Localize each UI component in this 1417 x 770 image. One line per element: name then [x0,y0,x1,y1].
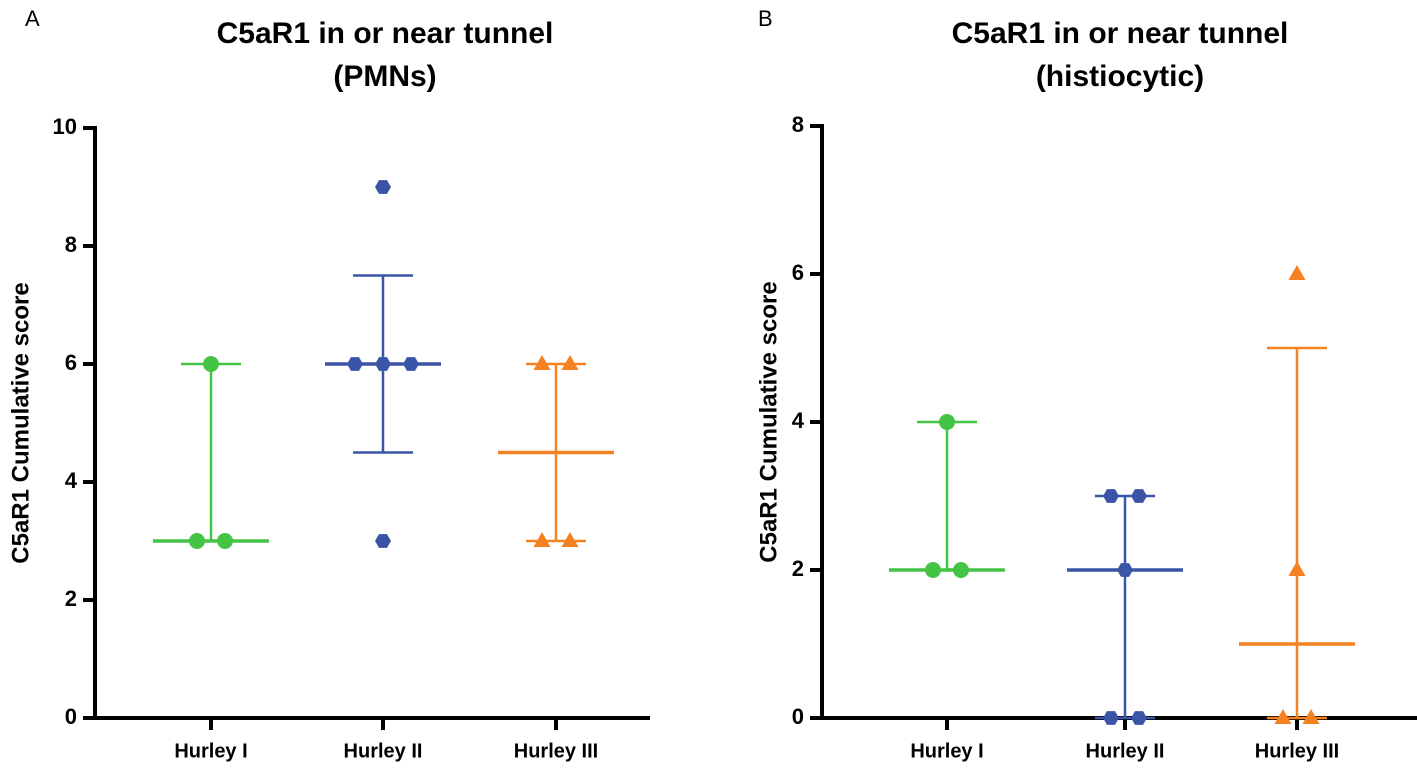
data-point [1117,563,1133,577]
data-point [561,532,579,547]
data-point [347,357,363,371]
y-tick-label: 0 [792,704,804,729]
data-point [1288,265,1306,280]
data-point [375,180,391,194]
y-tick-label: 4 [792,408,805,433]
x-tick-label: Hurley II [1086,740,1165,762]
data-point [189,533,205,549]
chart-title: C5aR1 in or near tunnel [952,17,1289,50]
x-tick-label: Hurley III [514,740,598,762]
x-tick-label: Hurley I [174,740,247,762]
y-tick-label: 2 [65,586,77,611]
chart-title: (PMNs) [333,60,436,93]
data-point [1274,709,1292,724]
y-tick-label: 0 [65,704,77,729]
chart-title: C5aR1 in or near tunnel [217,17,554,50]
panel-label: A [25,6,40,31]
data-point [939,414,955,430]
data-point [1288,561,1306,576]
chart-title: (histiocytic) [1036,60,1204,93]
data-point [925,562,941,578]
data-point [533,532,551,547]
y-tick-label: 10 [53,114,77,139]
data-point [1103,711,1119,725]
data-point [953,562,969,578]
y-tick-label: 6 [792,260,804,285]
x-tick-label: Hurley II [344,740,423,762]
y-axis-label: C5aR1 Cumulative score [755,281,782,562]
y-tick-label: 8 [792,112,804,137]
x-tick-label: Hurley III [1255,740,1339,762]
data-point [375,534,391,548]
data-point [1131,711,1147,725]
panel-label: B [758,6,773,31]
data-point [561,355,579,370]
x-tick-label: Hurley I [910,740,983,762]
data-point [1103,489,1119,503]
data-point [203,356,219,372]
y-tick-label: 4 [65,468,78,493]
data-point [1131,489,1147,503]
y-tick-label: 8 [65,232,77,257]
data-point [1302,709,1320,724]
data-point [533,355,551,370]
y-tick-label: 6 [65,350,77,375]
y-tick-label: 2 [792,556,804,581]
y-axis-label: C5aR1 Cumulative score [7,282,34,563]
data-point [403,357,419,371]
data-point [217,533,233,549]
data-point [375,357,391,371]
